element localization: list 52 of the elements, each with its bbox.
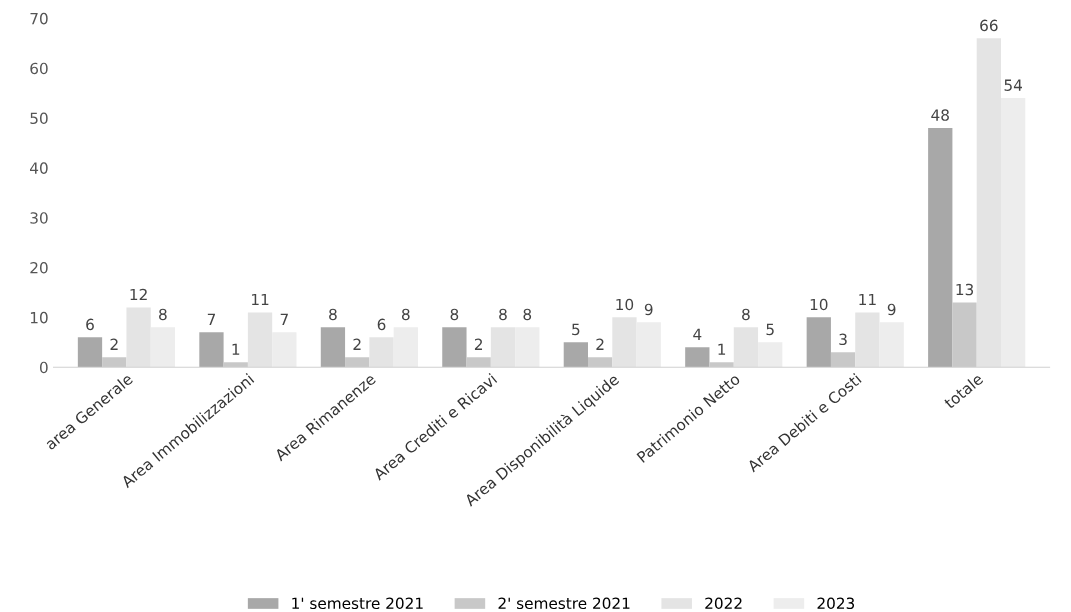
data-label: 8 [329,308,337,321]
bar [320,327,346,368]
data-label: 11 [859,293,876,306]
data-label: 66 [980,19,998,32]
y-tick-label: 0 [39,361,48,374]
data-label: 6 [86,318,94,331]
data-label: 8 [401,308,410,321]
bar [928,128,953,368]
data-label: 4 [693,328,702,340]
y-tick-label: 40 [30,162,48,174]
data-label: 8 [159,308,167,321]
data-label: 10 [616,298,634,311]
data-label: 54 [1004,79,1022,91]
data-label: 1 [718,343,726,355]
bar [685,347,710,368]
data-label: 10 [810,298,828,311]
data-label: 8 [499,308,507,321]
data-label: 2 [110,338,118,350]
data-label: 8 [523,308,532,321]
data-label: 11 [252,293,269,306]
legend-label: 2022 [705,597,742,610]
data-label: 2 [596,338,604,350]
data-label: 48 [931,109,949,121]
data-label: 6 [377,318,386,331]
data-label: 5 [572,323,580,336]
bar [199,332,224,368]
legend-label: 2023 [817,597,855,610]
data-label: 7 [280,313,288,325]
legend-label: 2' semestre 2021 [498,597,630,610]
data-label: 2 [353,338,361,350]
data-label: 2 [474,338,483,350]
bar [77,337,103,368]
y-tick-label: 70 [30,12,48,25]
y-tick-label: 30 [30,212,48,224]
data-label: 9 [887,303,896,316]
data-label: 9 [644,303,653,316]
data-label: 8 [450,308,459,321]
y-tick-label: 60 [30,62,48,75]
data-label: 5 [766,323,774,336]
y-tick-label: 20 [30,262,48,274]
data-label: 7 [207,313,216,325]
y-tick-label: 10 [30,311,48,324]
y-tick-label: 50 [30,112,48,125]
data-label: 8 [742,308,750,321]
data-label: 1 [232,343,240,355]
bar [563,342,589,368]
data-label: 3 [839,333,847,346]
legend-label: 1' semestre 2021 [292,597,423,610]
bar [442,327,467,368]
data-label: 12 [130,288,147,301]
data-label: 13 [956,283,974,296]
bar [806,317,831,368]
